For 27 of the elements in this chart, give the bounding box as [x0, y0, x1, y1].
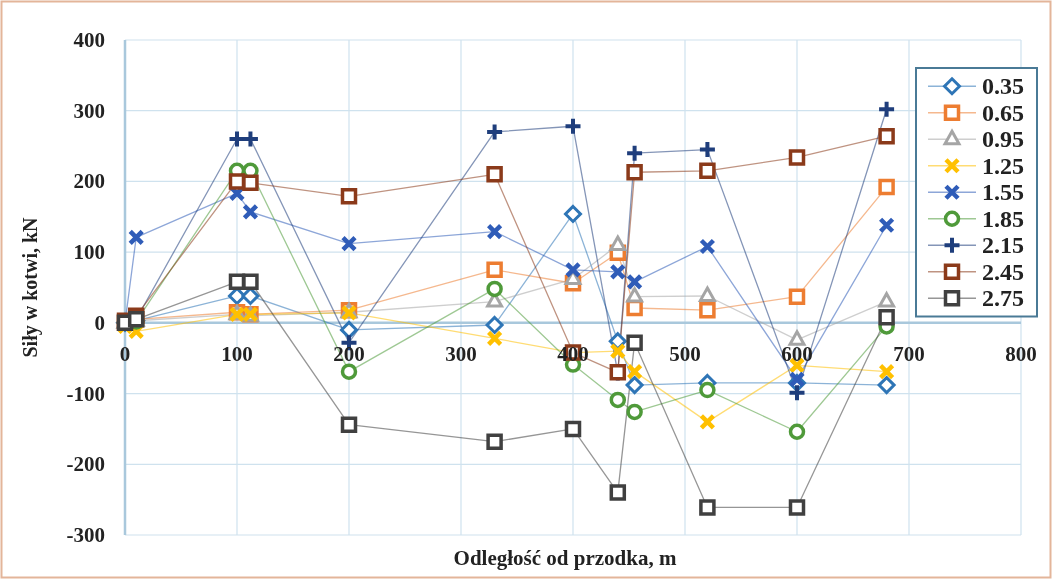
- legend-label: 0.35: [982, 73, 1024, 100]
- y-tick-label: -200: [66, 452, 105, 477]
- y-tick-label: 0: [94, 310, 105, 335]
- y-tick-label: 100: [73, 240, 105, 265]
- x-tick-label: 800: [1005, 341, 1037, 366]
- legend-label: 0.95: [982, 126, 1024, 153]
- y-tick-label: 400: [73, 28, 105, 52]
- y-tick-label: 200: [73, 169, 105, 194]
- legend-label: 2.45: [982, 258, 1024, 285]
- y-tick-label: 300: [73, 98, 105, 123]
- legend-label: 1.85: [982, 205, 1024, 232]
- x-tick-label: 200: [333, 341, 365, 366]
- x-tick-label: 600: [781, 341, 813, 366]
- x-axis-title: Odległość od przodka, m: [453, 546, 677, 570]
- x-tick-label: 0: [119, 341, 131, 366]
- legend-label: 2.15: [982, 232, 1024, 259]
- x-tick-label: 100: [221, 341, 253, 366]
- legend-label: 1.55: [982, 179, 1024, 206]
- legend-label: 2.75: [982, 285, 1024, 312]
- y-tick-label: -100: [66, 381, 105, 406]
- legend-label: 1.25: [982, 152, 1024, 179]
- legend-label: 0.65: [982, 99, 1024, 126]
- x-tick-label: 500: [669, 341, 701, 366]
- x-tick-label: 700: [893, 341, 925, 366]
- y-axis-title: Siły w kotwi, kN: [19, 216, 42, 358]
- x-tick-label: 300: [445, 341, 477, 366]
- y-tick-label: -300: [66, 523, 105, 547]
